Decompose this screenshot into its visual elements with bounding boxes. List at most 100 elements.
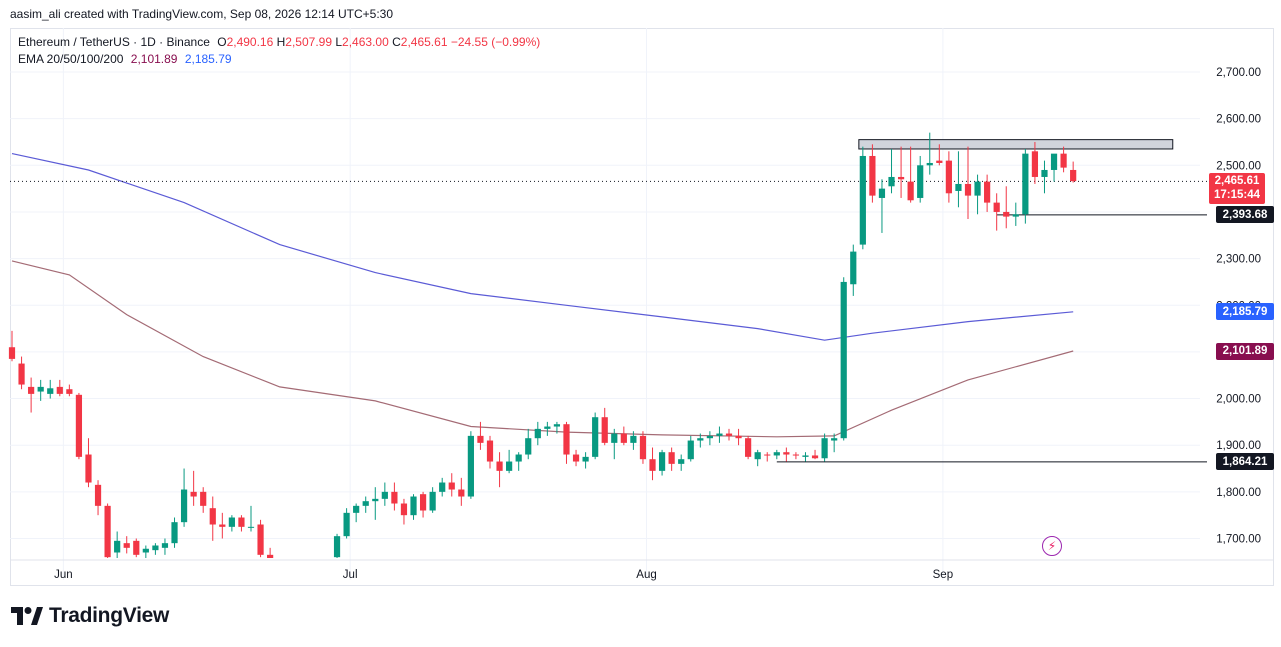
candle-body <box>1041 169 1048 177</box>
low-value: 2,463.00 <box>342 35 389 49</box>
candle-body <box>821 438 828 459</box>
candle-body <box>1003 211 1010 217</box>
candle-body <box>171 522 178 544</box>
candle-body <box>200 491 207 506</box>
close-value: 2,465.61 <box>400 35 448 49</box>
candle-body <box>955 183 962 191</box>
candle-body <box>209 508 216 525</box>
countdown-value: 17:15:44 <box>1213 189 1261 202</box>
logo-text: TradingView <box>49 604 170 627</box>
candle-body <box>592 417 599 457</box>
candle-body <box>133 540 140 555</box>
ema-short-line <box>11 260 1074 438</box>
candle-body <box>544 426 551 429</box>
candle-body <box>764 454 771 456</box>
candle-body <box>687 440 694 460</box>
candle-body <box>926 162 933 166</box>
candle-body <box>792 454 800 456</box>
candle-body <box>477 435 484 443</box>
tradingview-logo: TradingView <box>11 604 169 628</box>
change-value: −24.55 (−0.99%) <box>450 35 541 49</box>
candle-body <box>840 281 847 439</box>
candle-body <box>773 452 780 456</box>
symbol-label: Ethereum / TetherUS · 1D · Binance <box>18 35 210 49</box>
close-label: C <box>392 35 401 49</box>
candle-body <box>802 455 809 457</box>
candle-body <box>506 461 513 471</box>
candle-body <box>353 505 360 513</box>
ema-label: EMA 20/50/100/200 <box>18 52 124 66</box>
candle-body <box>28 386 35 394</box>
grid-lines <box>10 28 1274 580</box>
candle-body <box>18 363 25 385</box>
candle-body <box>1012 214 1019 217</box>
price-levels <box>10 139 1207 463</box>
candle-body <box>85 454 92 483</box>
candle-body <box>343 512 350 537</box>
candle-body <box>993 202 1000 212</box>
candle-body <box>37 386 44 392</box>
candle-body <box>238 517 245 527</box>
candle-body <box>152 545 159 551</box>
candle-body <box>553 424 561 427</box>
candle-body <box>180 489 188 523</box>
candle-body <box>1060 153 1067 168</box>
candle-body <box>601 417 608 443</box>
candle-body <box>429 491 436 511</box>
candle-body <box>515 454 522 462</box>
candle-body <box>945 160 952 194</box>
y-tick-label: 2,000.00 <box>1216 394 1261 406</box>
candle-body <box>907 181 914 201</box>
candle-body <box>75 394 83 457</box>
candle-body <box>362 501 369 506</box>
candle-body <box>114 540 121 553</box>
candle-body <box>735 435 742 439</box>
candle-body <box>974 181 981 196</box>
candle-body <box>716 433 723 436</box>
candle-body <box>620 433 627 443</box>
candle-body <box>534 428 541 439</box>
candle-body <box>878 188 886 198</box>
candle-body <box>984 181 991 203</box>
y-tick-label: 2,600.00 <box>1216 114 1261 126</box>
candle-body <box>448 482 455 490</box>
ema-short-tag: 2,101.89 <box>1216 342 1274 360</box>
low-label: L <box>335 35 343 49</box>
candle-body <box>754 452 761 460</box>
candle-body <box>247 526 255 528</box>
candle-body <box>410 496 417 516</box>
candle-body <box>831 438 838 441</box>
x-tick-label: Jul <box>343 569 358 581</box>
candle-body <box>190 491 197 497</box>
open-value: 2,490.16 <box>226 35 274 49</box>
candle-body <box>219 524 226 527</box>
high-value: 2,507.99 <box>285 35 333 49</box>
candle-body <box>630 435 637 443</box>
y-tick-label: 1,900.00 <box>1216 440 1261 452</box>
candle-body <box>486 440 494 462</box>
candle-body <box>56 386 63 394</box>
ohlc-row: Ethereum / TetherUS · 1D · Binance O2,49… <box>18 34 540 51</box>
candle-body <box>1031 151 1039 177</box>
candle-body <box>94 484 102 506</box>
y-tick-label: 1,700.00 <box>1216 534 1261 546</box>
ema-long-line <box>11 153 1074 341</box>
candle-body <box>658 452 666 471</box>
candle-body <box>1050 153 1058 170</box>
chart-credit: aasim_ali created with TradingView.com, … <box>10 7 394 21</box>
flash-icon[interactable]: ⚡ <box>1042 536 1062 556</box>
candle-body <box>372 498 379 502</box>
candle-body <box>123 543 130 548</box>
candle-body <box>1070 169 1077 182</box>
y-tick-label: 2,300.00 <box>1216 254 1261 266</box>
x-tick-label: Jun <box>54 569 73 581</box>
candle-body <box>811 455 819 459</box>
candle-body <box>964 183 972 196</box>
y-tick-label: 1,800.00 <box>1216 487 1261 499</box>
candle-body <box>859 155 866 245</box>
candle-body <box>381 491 388 499</box>
candle-body <box>572 454 580 462</box>
ema-long-tag: 2,185.79 <box>1216 303 1274 321</box>
candle-body <box>783 452 790 455</box>
